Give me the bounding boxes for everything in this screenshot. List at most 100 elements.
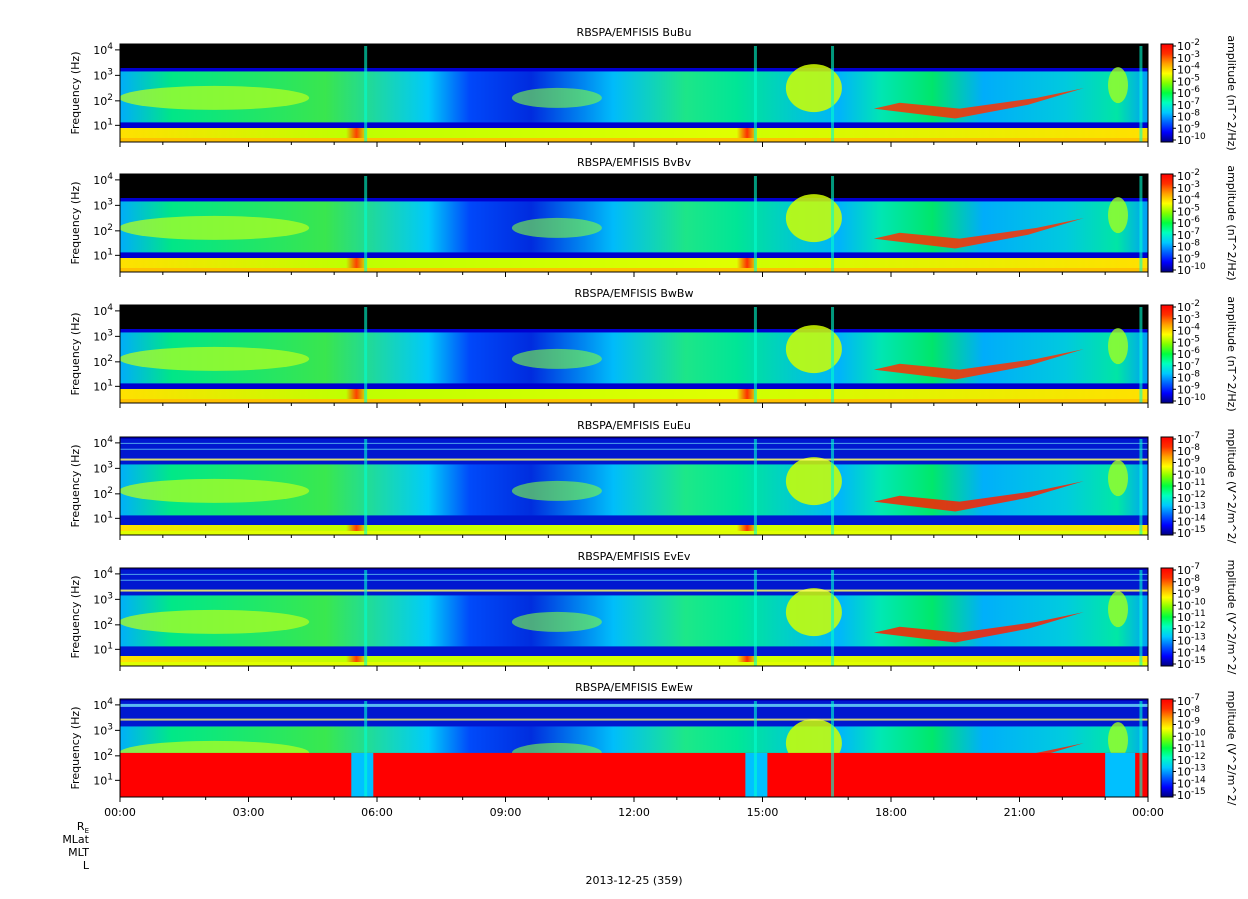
y-axis-label: Frequency (Hz) xyxy=(69,182,82,265)
y-tick-label: 102 xyxy=(93,354,113,369)
colorbar-tick-label: 10-9 xyxy=(1177,455,1200,470)
spectrogram-image xyxy=(120,699,1148,797)
spectrogram-panel: RBSPA/EMFISIS EuEu Frequency (Hz) 101 102 10… xyxy=(69,419,1238,544)
colorbar-tick-label: 10-4 xyxy=(1177,323,1200,338)
colorbar-tick-label: 10-13 xyxy=(1177,502,1206,517)
panel-title: RBSPA/EMFISIS EvEv xyxy=(578,550,691,563)
colorbar-tick-label: 10-2 xyxy=(1177,168,1200,183)
colorbar-tick-label: 10-7 xyxy=(1177,227,1200,242)
spectrogram-image xyxy=(120,437,1148,535)
y-tick-label: 104 xyxy=(93,42,113,57)
colorbar-tick-label: 10-15 xyxy=(1177,787,1206,802)
colorbar-tick-label: 10-10 xyxy=(1177,728,1206,743)
colorbar-tick-label: 10-14 xyxy=(1177,644,1206,659)
y-tick-label: 101 xyxy=(93,641,113,656)
spectrogram-image xyxy=(120,174,1148,272)
colorbar-tick-label: 10-6 xyxy=(1177,85,1200,100)
colorbar-tick-label: 10-8 xyxy=(1177,109,1200,124)
x-tick-label: 06:00 xyxy=(361,806,393,819)
colorbar-tick-label: 10-13 xyxy=(1177,764,1206,779)
ephemeris-label: MLT xyxy=(68,846,89,859)
y-tick-label: 102 xyxy=(93,223,113,238)
ephemeris-label: MLat xyxy=(62,833,89,846)
colorbar-tick-label: 10-9 xyxy=(1177,717,1200,732)
colorbar xyxy=(1160,304,1174,404)
colorbar-tick-label: 10-10 xyxy=(1177,466,1206,481)
colorbar-tick-label: 10-10 xyxy=(1177,132,1206,147)
panel-title: RBSPA/EMFISIS EwEw xyxy=(575,681,693,694)
y-tick-label: 102 xyxy=(93,93,113,108)
colorbar-tick-label: 10-5 xyxy=(1177,334,1200,349)
colorbar-tick-label: 10-7 xyxy=(1177,97,1200,112)
colorbar xyxy=(1160,43,1174,143)
y-tick-label: 104 xyxy=(93,303,113,318)
colorbar-tick-label: 10-8 xyxy=(1177,239,1200,254)
colorbar-tick-label: 10-8 xyxy=(1177,370,1200,385)
ephemeris-label: L xyxy=(83,859,90,872)
colorbar-tick-label: 10-9 xyxy=(1177,250,1200,265)
colorbar-tick-label: 10-8 xyxy=(1177,443,1200,458)
spectrogram-image xyxy=(120,568,1148,666)
colorbar-tick-label: 10-9 xyxy=(1177,120,1200,135)
panel-title: RBSPA/EMFISIS EuEu xyxy=(577,419,691,432)
colorbar-tick-label: 10-10 xyxy=(1177,597,1206,612)
colorbar xyxy=(1160,436,1174,536)
spectrogram-panel: RBSPA/EMFISIS BvBv Frequency (Hz) 101 102 10… xyxy=(69,156,1238,281)
colorbar-label: amplitude (nT^2/Hz) xyxy=(1225,35,1238,150)
spectrogram-panel: RBSPA/EMFISIS BwBw Frequency (Hz) 101 102 10… xyxy=(69,287,1238,412)
colorbar-tick-label: 10-13 xyxy=(1177,633,1206,648)
colorbar-tick-label: 10-12 xyxy=(1177,621,1206,636)
y-tick-label: 101 xyxy=(93,117,113,132)
y-axis-label: Frequency (Hz) xyxy=(69,576,82,659)
y-tick-label: 103 xyxy=(93,67,113,82)
colorbar-tick-label: 10-6 xyxy=(1177,215,1200,230)
y-tick-label: 101 xyxy=(93,378,113,393)
colorbar-tick-label: 10-5 xyxy=(1177,203,1200,218)
ephemeris-label: RE xyxy=(77,820,89,835)
colorbar xyxy=(1160,698,1174,798)
colorbar xyxy=(1160,173,1174,273)
y-tick-label: 103 xyxy=(93,460,113,475)
colorbar-tick-label: 10-14 xyxy=(1177,775,1206,790)
colorbar-tick-label: 10-11 xyxy=(1177,478,1206,493)
colorbar-tick-label: 10-11 xyxy=(1177,740,1206,755)
colorbar-tick-label: 10-7 xyxy=(1177,693,1200,708)
y-tick-label: 104 xyxy=(93,697,113,712)
x-tick-label: 09:00 xyxy=(490,806,522,819)
colorbar-tick-label: 10-6 xyxy=(1177,346,1200,361)
colorbar-tick-label: 10-3 xyxy=(1177,50,1200,65)
colorbar-tick-label: 10-15 xyxy=(1177,525,1206,540)
colorbar-tick-label: 10-9 xyxy=(1177,381,1200,396)
y-tick-label: 102 xyxy=(93,617,113,632)
panel-title: RBSPA/EMFISIS BvBv xyxy=(577,156,691,169)
y-tick-label: 102 xyxy=(93,486,113,501)
spectrogram-panel: RBSPA/EMFISIS EvEv Frequency (Hz) 101 102 10… xyxy=(69,550,1238,675)
x-tick-label: 03:00 xyxy=(233,806,265,819)
x-tick-label: 18:00 xyxy=(875,806,907,819)
colorbar-tick-label: 10-7 xyxy=(1177,431,1200,446)
y-tick-label: 104 xyxy=(93,172,113,187)
colorbar-tick-label: 10-7 xyxy=(1177,562,1200,577)
y-tick-label: 101 xyxy=(93,247,113,262)
colorbar-tick-label: 10-9 xyxy=(1177,586,1200,601)
date-label: 2013-12-25 (359) xyxy=(585,874,682,887)
colorbar-tick-label: 10-12 xyxy=(1177,752,1206,767)
colorbar-label: amplitude (nT^2/Hz) xyxy=(1225,296,1238,411)
y-tick-label: 103 xyxy=(93,722,113,737)
colorbar-tick-label: 10-4 xyxy=(1177,62,1200,77)
colorbar-tick-label: 10-15 xyxy=(1177,656,1206,671)
colorbar xyxy=(1160,567,1174,667)
x-tick-label: 00:00 xyxy=(1132,806,1164,819)
colorbar-tick-label: 10-5 xyxy=(1177,73,1200,88)
y-tick-label: 102 xyxy=(93,748,113,763)
y-tick-label: 101 xyxy=(93,510,113,525)
x-tick-label: 15:00 xyxy=(747,806,779,819)
colorbar-tick-label: 10-2 xyxy=(1177,299,1200,314)
spectrogram-panel: RBSPA/EMFISIS BuBu Frequency (Hz) 101 102 10… xyxy=(69,26,1238,151)
x-tick-label: 12:00 xyxy=(618,806,650,819)
colorbar-tick-label: 10-11 xyxy=(1177,609,1206,624)
colorbar-tick-label: 10-4 xyxy=(1177,192,1200,207)
colorbar-tick-label: 10-3 xyxy=(1177,311,1200,326)
y-axis-label: Frequency (Hz) xyxy=(69,313,82,396)
